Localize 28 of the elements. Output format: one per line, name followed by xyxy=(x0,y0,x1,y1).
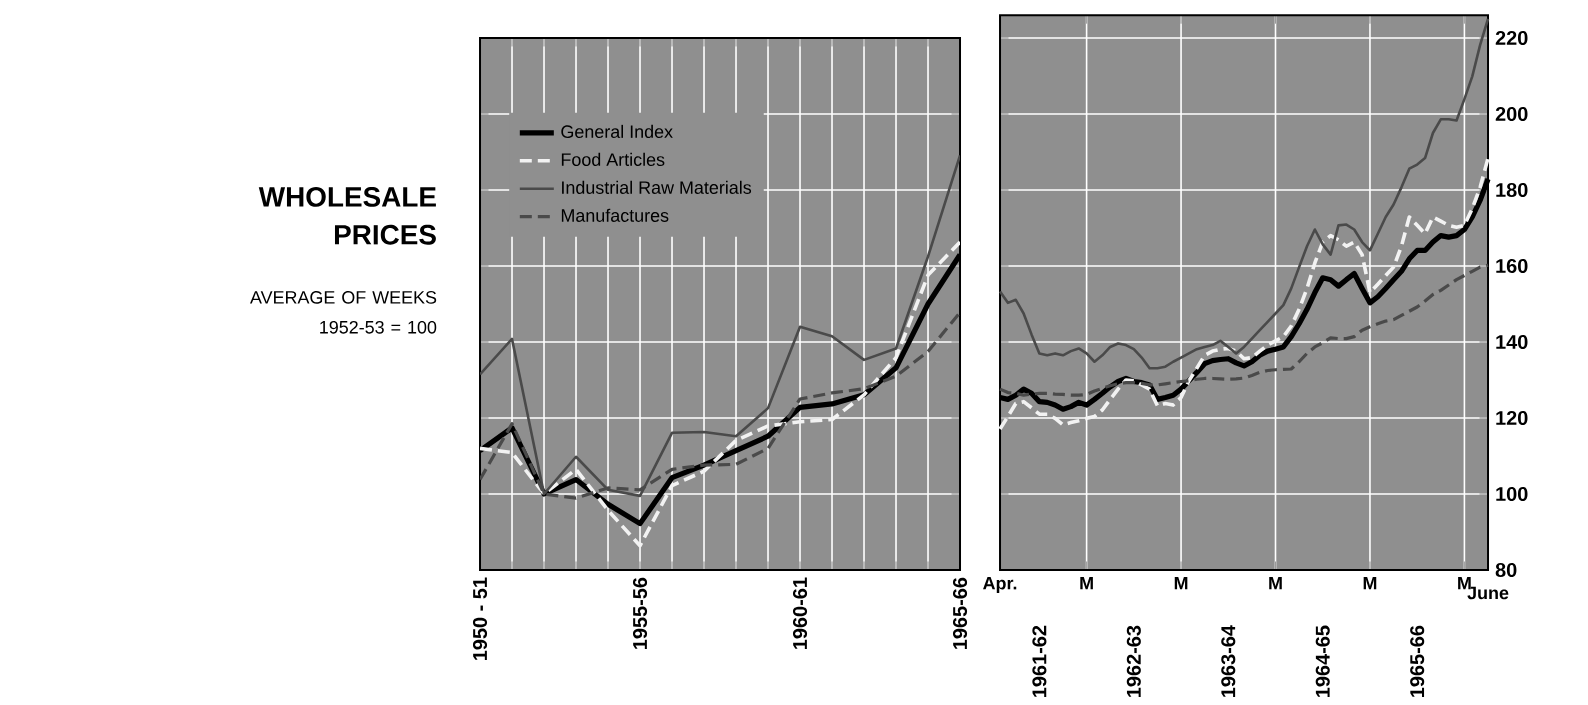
line-series xyxy=(998,17,1490,370)
y-tick-label: 160 xyxy=(1496,259,1528,274)
text: 1961-62 xyxy=(1032,625,1047,697)
y-tick-label: 80 xyxy=(1495,563,1517,578)
x-tick-label: 1950 - 51 xyxy=(472,577,488,661)
legend-label: Food Articles xyxy=(561,152,665,167)
x-tick-label: 1955-56 xyxy=(632,577,648,649)
y-tick-label: 220 xyxy=(1495,31,1528,46)
text: 1962-63 xyxy=(1126,625,1141,697)
x-tick-label: M xyxy=(1080,577,1093,590)
y-tick-label: 200 xyxy=(1495,107,1528,122)
text: 1964-65 xyxy=(1315,625,1330,697)
text: WHOLESALE PRICES xyxy=(258,187,436,245)
y-tick-label: 120 xyxy=(1496,411,1528,426)
x-tick-label: M xyxy=(1269,577,1282,590)
x-tick-label: M xyxy=(1363,577,1377,590)
y-tick-label: 180 xyxy=(1496,183,1528,198)
x-tick-label: 1960-61 xyxy=(792,577,808,649)
x-tick-label: M xyxy=(1174,577,1188,590)
legend-label: Industrial Raw Materials xyxy=(562,180,752,195)
x-tick-label: 1965-66 xyxy=(952,577,968,649)
text: 1963-64 xyxy=(1221,625,1236,697)
legend-label: Manufactures xyxy=(561,208,669,222)
x-tick-label: Apr. xyxy=(983,577,1017,594)
text: AVERAGE OF WEEKS 1952-53 = 100 xyxy=(250,291,437,334)
legend-label: General Index xyxy=(561,124,673,139)
y-tick-label: 100 xyxy=(1496,487,1528,502)
y-tick-label: 140 xyxy=(1496,335,1528,350)
